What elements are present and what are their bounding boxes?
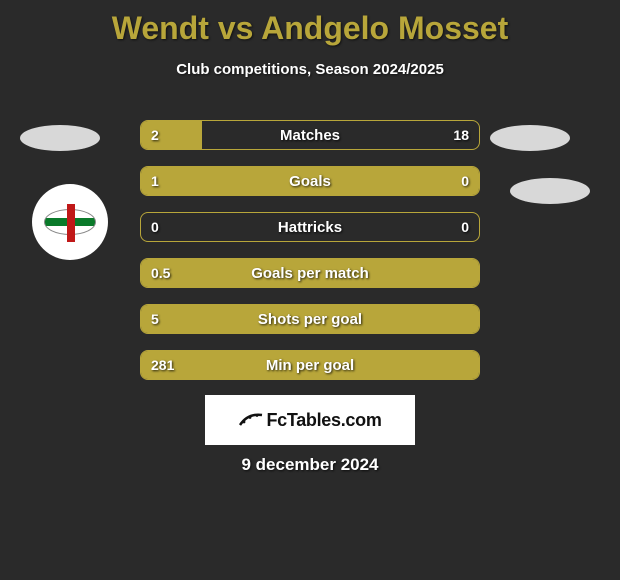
branding-box: FcTables.com <box>205 395 415 445</box>
date-label: 9 december 2024 <box>0 455 620 475</box>
bar-label: Goals per match <box>141 259 479 287</box>
player-right-ellipse <box>490 125 570 151</box>
bar-label: Shots per goal <box>141 305 479 333</box>
player-right-ellipse-2 <box>510 178 590 204</box>
comparison-chart: 218Matches 10Goals 00Hattricks 0.5Goals per… <box>140 120 480 396</box>
bar-row: 00Hattricks <box>140 212 480 242</box>
club-flag-icon <box>44 209 96 235</box>
branding-text: FcTables.com <box>266 410 381 431</box>
bar-row: 0.5Goals per match <box>140 258 480 288</box>
bar-row: 5Shots per goal <box>140 304 480 334</box>
bar-row: 281Min per goal <box>140 350 480 380</box>
club-logo-left <box>32 184 108 260</box>
player-left-ellipse <box>20 125 100 151</box>
bar-row: 10Goals <box>140 166 480 196</box>
bar-label: Min per goal <box>141 351 479 379</box>
bar-row: 218Matches <box>140 120 480 150</box>
subtitle: Club competitions, Season 2024/2025 <box>0 61 620 78</box>
page-title: Wendt vs Andgelo Mosset <box>0 0 620 47</box>
bar-label: Hattricks <box>141 213 479 241</box>
bar-label: Matches <box>141 121 479 149</box>
bar-label: Goals <box>141 167 479 195</box>
branding-swoosh-icon <box>238 411 264 429</box>
